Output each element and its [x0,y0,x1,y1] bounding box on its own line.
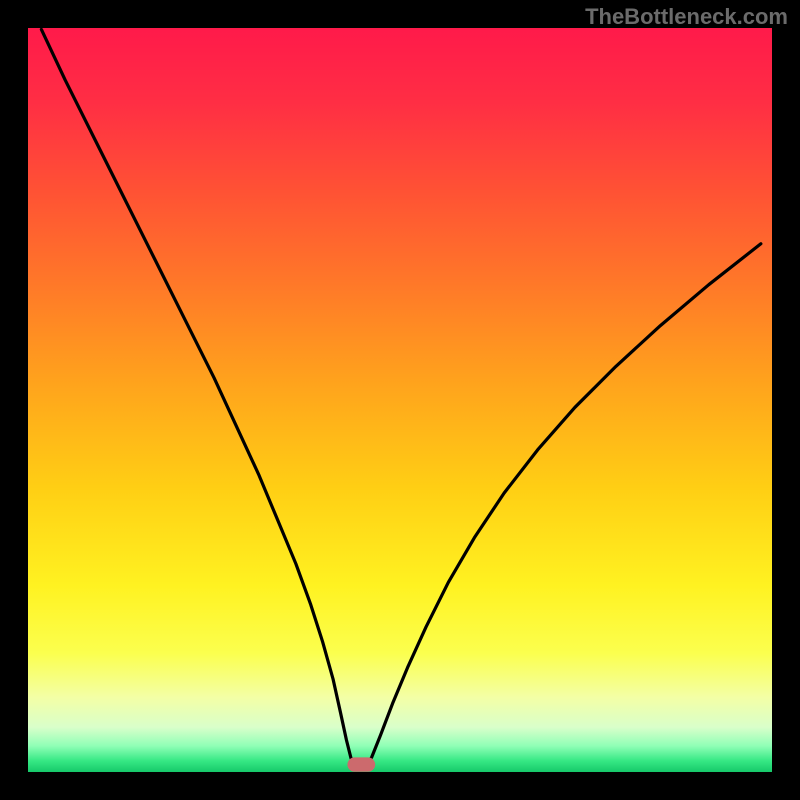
optimum-marker [348,758,375,771]
watermark-text: TheBottleneck.com [585,4,788,30]
plot-area [28,28,772,772]
bottleneck-chart: TheBottleneck.com [0,0,800,800]
chart-svg [0,0,800,800]
